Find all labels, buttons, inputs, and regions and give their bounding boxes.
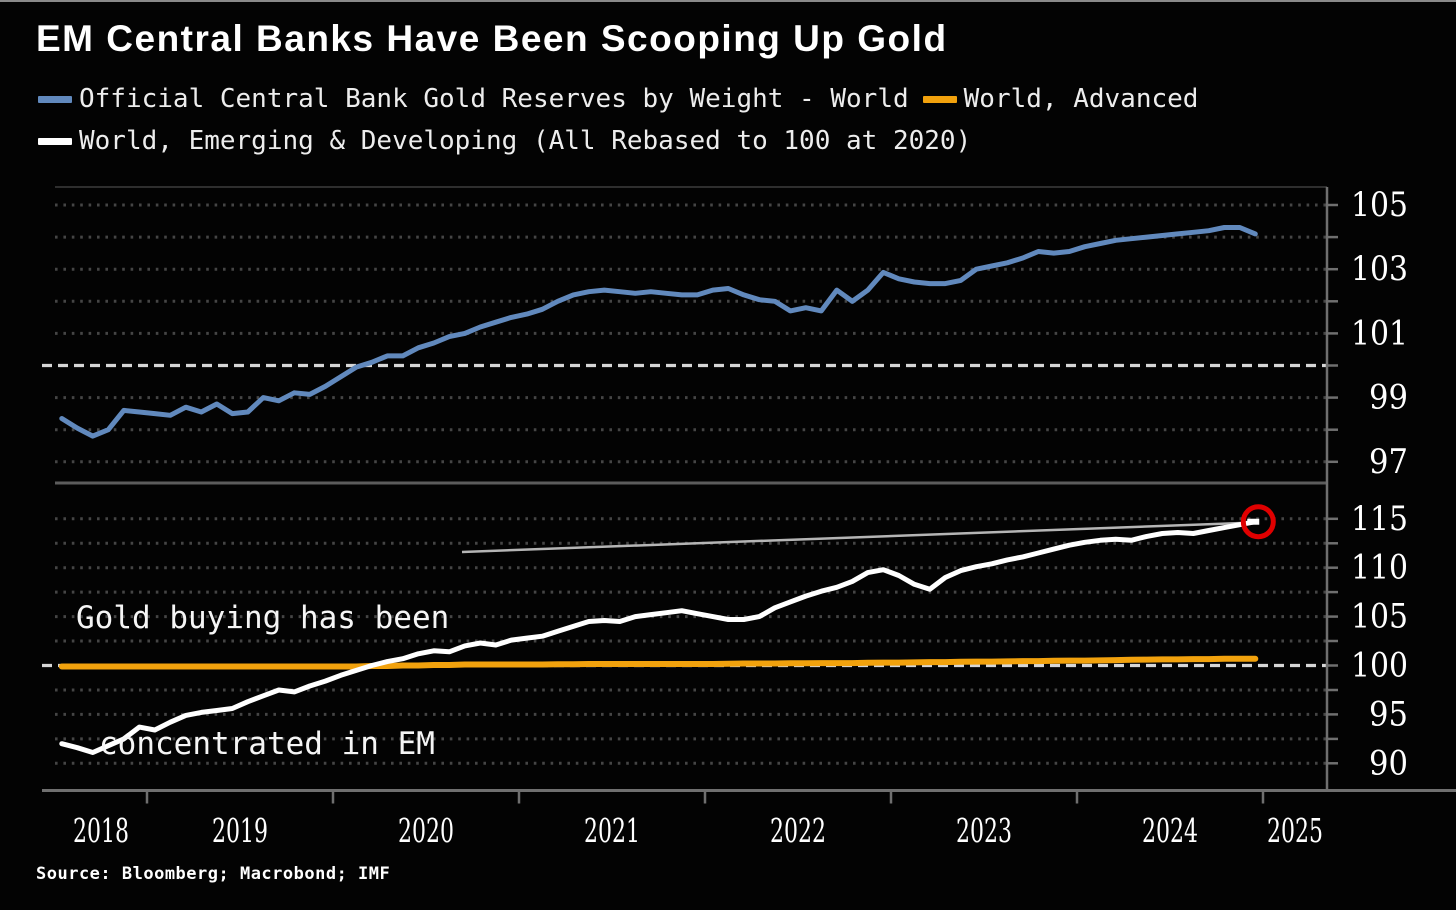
series-line-world-advanced: [58, 655, 1259, 670]
source-note: Source: Bloomberg; Macrobond; IMF: [36, 864, 391, 884]
y-axis-label-bottom-90: 90: [1369, 743, 1408, 783]
legend-row-1: Official Central Bank Gold Reserves by W…: [38, 78, 1418, 120]
x-axis-label-2019: 2019: [212, 811, 268, 850]
y-axis-label-bottom-95: 95: [1369, 694, 1408, 734]
top-border-line: [0, 0, 1456, 2]
x-axis-label-2022: 2022: [770, 811, 826, 850]
y-axis-label-top-105: 105: [1351, 185, 1408, 225]
y-axis-label-bottom-100: 100: [1351, 646, 1408, 686]
y-axis-label-top-103: 103: [1351, 249, 1408, 289]
y-axis-label-top-99: 99: [1369, 378, 1408, 418]
chart-title: EM Central Banks Have Been Scooping Up G…: [36, 18, 948, 59]
annotation-line-1: Gold buying has been: [76, 600, 450, 636]
y-axis-label-bottom-115: 115: [1351, 499, 1408, 539]
y-axis-label-bottom-110: 110: [1351, 548, 1408, 588]
series-line-world-emerging-developing: [59, 519, 1258, 755]
legend: Official Central Bank Gold Reserves by W…: [38, 78, 1418, 162]
x-axis-label-2021: 2021: [584, 811, 640, 850]
legend-swatch-advanced: [922, 95, 957, 103]
x-axis-label-2025: 2025: [1267, 811, 1323, 850]
legend-swatch-world: [38, 95, 72, 103]
annotation-callout-text: Gold buying has been concentrated in EM: [76, 513, 449, 849]
y-axis-label-top-101: 101: [1351, 313, 1408, 353]
legend-swatch-emerging: [38, 137, 72, 145]
series-line-official-central-bank-gold-reserves-by-weight-world: [59, 225, 1258, 439]
y-axis-label-bottom-105: 105: [1351, 597, 1408, 637]
annotation-callout-line: [461, 521, 1243, 554]
legend-label-advanced: World, Advanced: [963, 84, 1199, 114]
x-axis-label-2023: 2023: [956, 811, 1012, 850]
legend-label-emerging: World, Emerging & Developing (All Rebase…: [79, 126, 972, 156]
x-axis-label-2018: 2018: [73, 811, 129, 850]
endpoint-highlight-circle: [1240, 504, 1276, 540]
legend-row-2: World, Emerging & Developing (All Rebase…: [38, 120, 1418, 162]
x-axis-label-2024: 2024: [1142, 811, 1198, 850]
x-axis-label-2020: 2020: [398, 811, 454, 850]
legend-label-world: Official Central Bank Gold Reserves by W…: [79, 84, 909, 114]
annotation-line-2: concentrated in EM: [99, 726, 435, 762]
y-axis-label-top-97: 97: [1369, 442, 1408, 482]
